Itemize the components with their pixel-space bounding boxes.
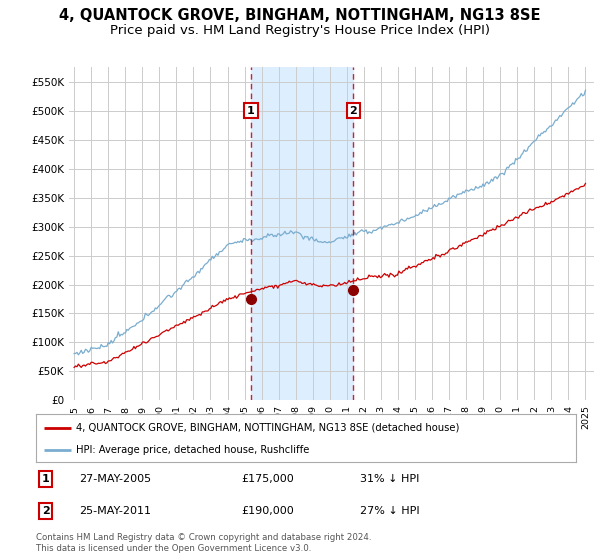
Text: 2: 2 [42,506,50,516]
Bar [251,67,353,400]
Text: 4, QUANTOCK GROVE, BINGHAM, NOTTINGHAM, NG13 8SE (detached house): 4, QUANTOCK GROVE, BINGHAM, NOTTINGHAM, … [77,423,460,433]
Text: £190,000: £190,000 [241,506,294,516]
Text: 1: 1 [42,474,50,484]
Text: 4, QUANTOCK GROVE, BINGHAM, NOTTINGHAM, NG13 8SE: 4, QUANTOCK GROVE, BINGHAM, NOTTINGHAM, … [59,8,541,24]
Text: £175,000: £175,000 [241,474,294,484]
Text: 31% ↓ HPI: 31% ↓ HPI [360,474,419,484]
Text: 2: 2 [349,106,357,116]
Text: Contains HM Land Registry data © Crown copyright and database right 2024.
This d: Contains HM Land Registry data © Crown c… [36,533,371,553]
Text: 25-MAY-2011: 25-MAY-2011 [79,506,151,516]
Text: 27-MAY-2005: 27-MAY-2005 [79,474,151,484]
Text: 27% ↓ HPI: 27% ↓ HPI [360,506,419,516]
Text: 1: 1 [247,106,255,116]
Text: HPI: Average price, detached house, Rushcliffe: HPI: Average price, detached house, Rush… [77,445,310,455]
Text: Price paid vs. HM Land Registry's House Price Index (HPI): Price paid vs. HM Land Registry's House … [110,24,490,36]
